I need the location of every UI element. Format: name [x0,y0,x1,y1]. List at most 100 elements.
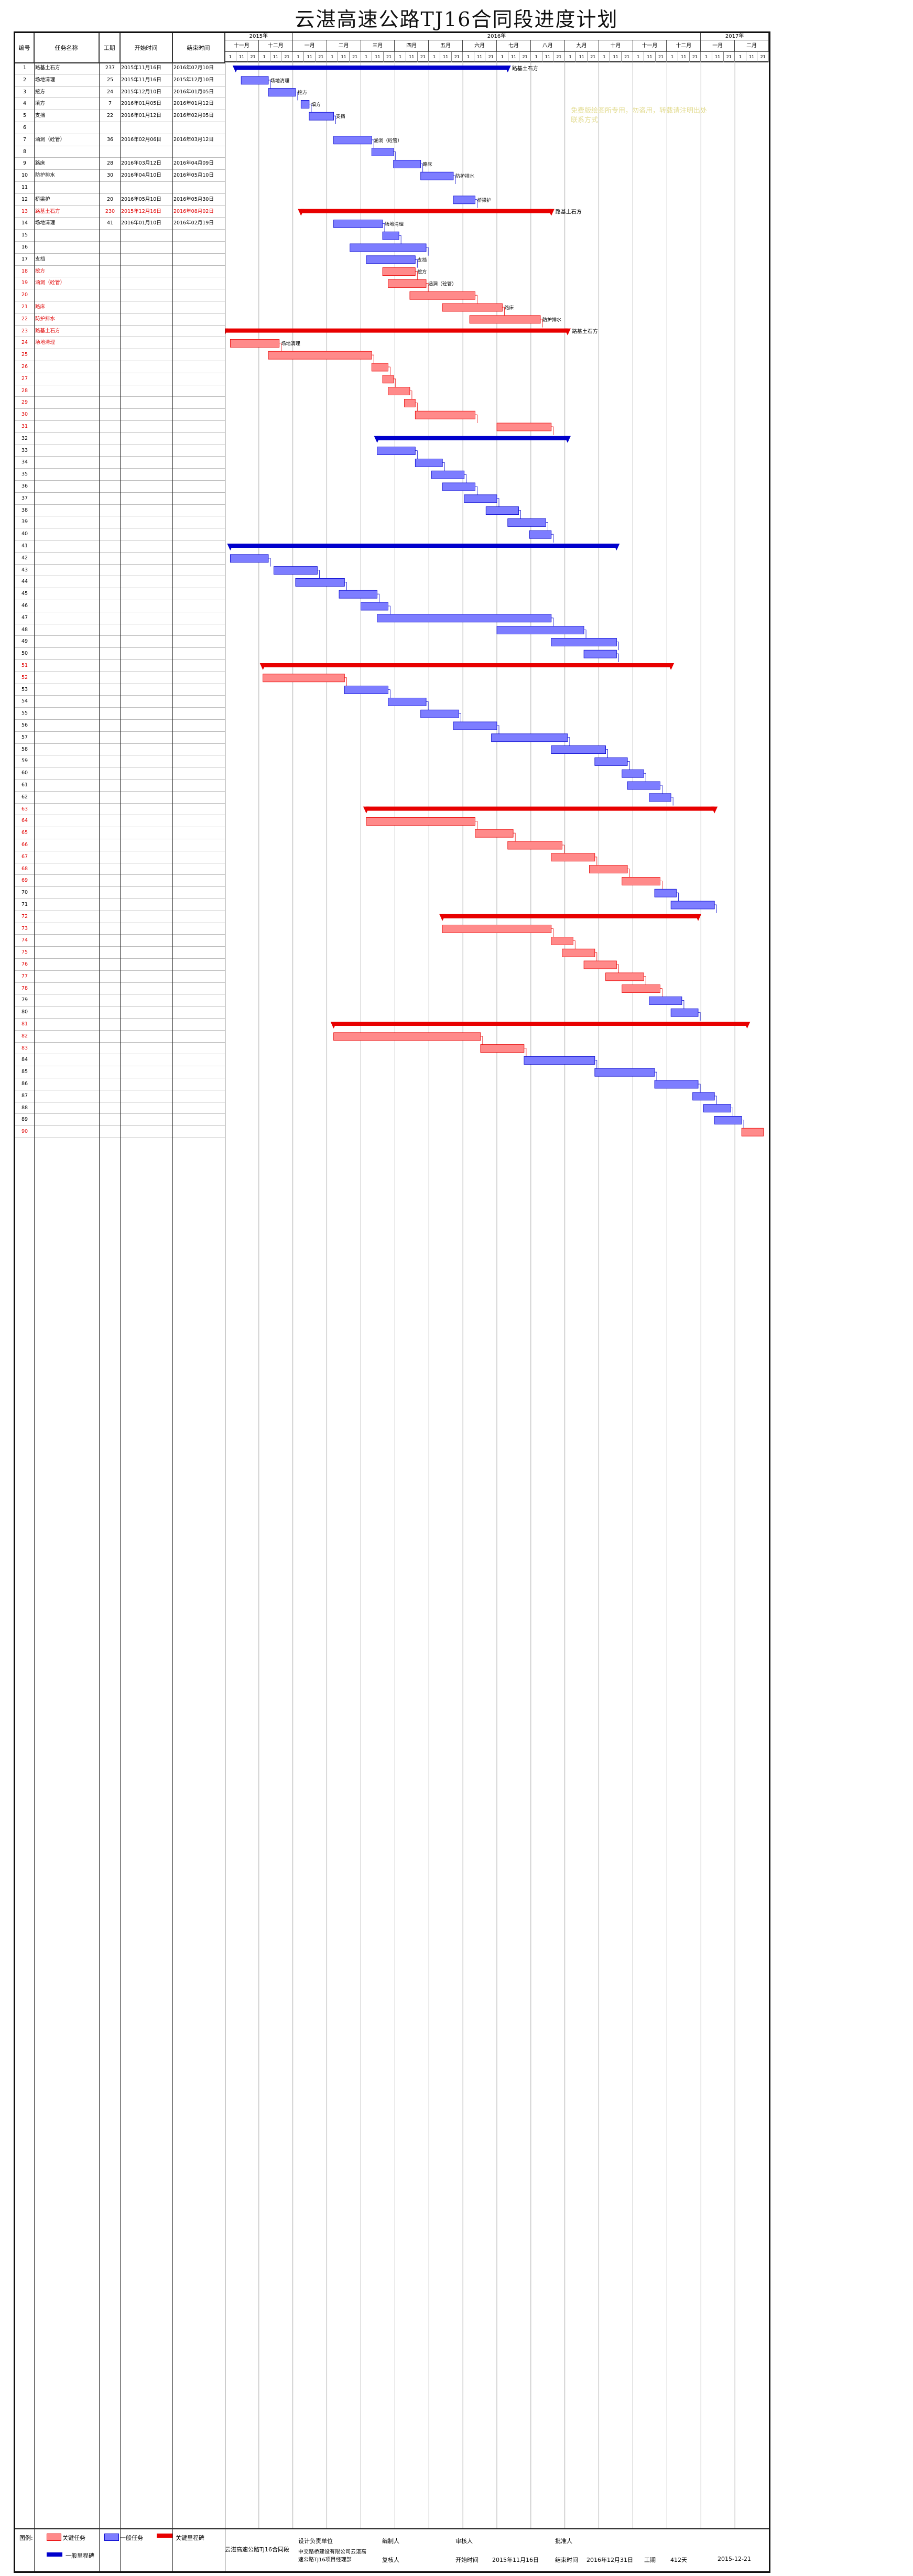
cell-no: 71 [21,902,28,907]
task-bar [622,984,660,993]
cell-no: 22 [21,316,28,322]
bar-label: 防护排水 [542,317,561,323]
bar-label: 桥梁护 [477,197,491,203]
task-bar [268,351,372,360]
bar-label: 场地清理 [270,78,289,84]
cell-no: 84 [21,1057,28,1063]
dependency-link [584,630,586,638]
task-bar [393,159,421,168]
summary-cap [363,806,369,814]
day-tick: 21 [519,52,531,62]
cell-no: 77 [21,973,28,979]
summary-bar [301,209,551,213]
year-label: 2016年 [293,33,701,40]
month-label: 十二月 [259,40,293,52]
reviewed-by-label: 审核人 [455,2538,473,2545]
end-value: 2016年12月31日 [586,2557,633,2563]
dependency-link [475,821,477,830]
dependency-link [594,1060,597,1069]
cell-name: 路床 [35,160,46,167]
bar-label: 涵洞（砼管） [374,137,402,144]
day-tick: 21 [247,52,259,62]
task-bar [442,925,552,933]
dependency-link [497,498,499,507]
cell-no: 62 [21,794,28,800]
cell-no: 42 [21,555,28,561]
cell-name: 填方 [35,101,46,107]
task-bar [339,590,378,599]
cell-no: 10 [21,172,28,179]
month-label: 十月 [599,40,633,52]
table-divider [172,33,173,2571]
legend-critical-swatch [47,2534,61,2541]
bar-label: 路基土石方 [572,328,598,335]
day-tick: 1 [735,52,746,62]
cell-no: 23 [21,328,28,334]
cell-no: 61 [21,782,28,788]
bar-label: 场地清理 [281,340,300,347]
task-bar [469,315,541,324]
cell-start: 2016年03月12日 [121,160,161,167]
day-tick: 11 [474,52,486,62]
cell-no: 58 [21,746,28,752]
bar-label: 挖方 [417,269,427,275]
cell-no: 60 [21,770,28,776]
dependency-link [377,593,380,602]
cell-no: 40 [21,531,28,537]
dependency-link [393,378,396,387]
cell-no: 68 [21,865,28,872]
year-label: 2017年 [701,33,769,40]
cell-no: 83 [21,1045,28,1051]
month-label: 九月 [565,40,599,52]
dependency-link [309,104,312,113]
dependency-link [453,175,456,184]
task-bar [649,793,671,802]
cell-dur: 36 [106,136,114,143]
dependency-link [409,391,412,399]
cell-name: 路基土石方 [35,208,60,214]
cell-end: 2016年05月10日 [173,172,214,179]
gantt-frame: 编号 任务名称 工期 开始时间 结束时间 2015年 2016年 2017年 十一月… [14,31,770,2573]
dependency-link [513,832,516,841]
cell-dur: 25 [106,77,114,83]
cell-no: 11 [21,185,28,190]
bar-label: 路床 [423,161,432,167]
dependency-link [594,857,597,865]
task-bar [344,686,388,694]
dependency-link [393,151,396,160]
task-bar [371,148,394,157]
dependency-link [464,474,467,483]
bar-label: 路基土石方 [556,209,582,215]
header-start: 开始时间 [120,33,172,62]
task-bar [562,948,595,957]
task-bar [670,901,715,910]
cell-no: 27 [21,375,28,382]
cell-start: 2016年01月05日 [121,101,161,107]
cell-dur: 41 [106,220,114,226]
footer: 图例: 关键任务 一般任务 关键里程碑 一般里程碑 云湛高速公路TJ16合同段 … [15,2528,769,2571]
day-tick: 1 [531,52,542,62]
dependency-link [731,1108,733,1117]
cell-no: 46 [21,603,28,609]
dependency-link [562,845,564,853]
cell-start: 2016年01月12日 [121,113,161,119]
cell-no: 5 [23,113,27,119]
dependency-link [698,1084,701,1092]
month-label: 八月 [531,40,565,52]
day-row: 1 11 21 1 11 21 1 11 21 1 11 21 1 11 21 1 11 21 1 11 21 1 11 21… [225,52,769,62]
task-bar [387,387,410,395]
cell-no: 20 [21,292,28,298]
task-bar [333,136,372,145]
month-label: 十二月 [667,40,701,52]
task-bar [622,769,644,778]
task-bar [507,841,562,850]
dependency-link [480,1036,483,1045]
dependency-link [388,689,390,698]
header-no: 编号 [15,33,34,62]
cell-no: 39 [21,519,28,525]
task-bar [485,506,519,515]
bar-label: 支挡 [336,113,345,120]
cell-end: 2016年07月10日 [173,65,214,71]
task-bar [529,530,552,539]
summary-cap [613,544,620,550]
